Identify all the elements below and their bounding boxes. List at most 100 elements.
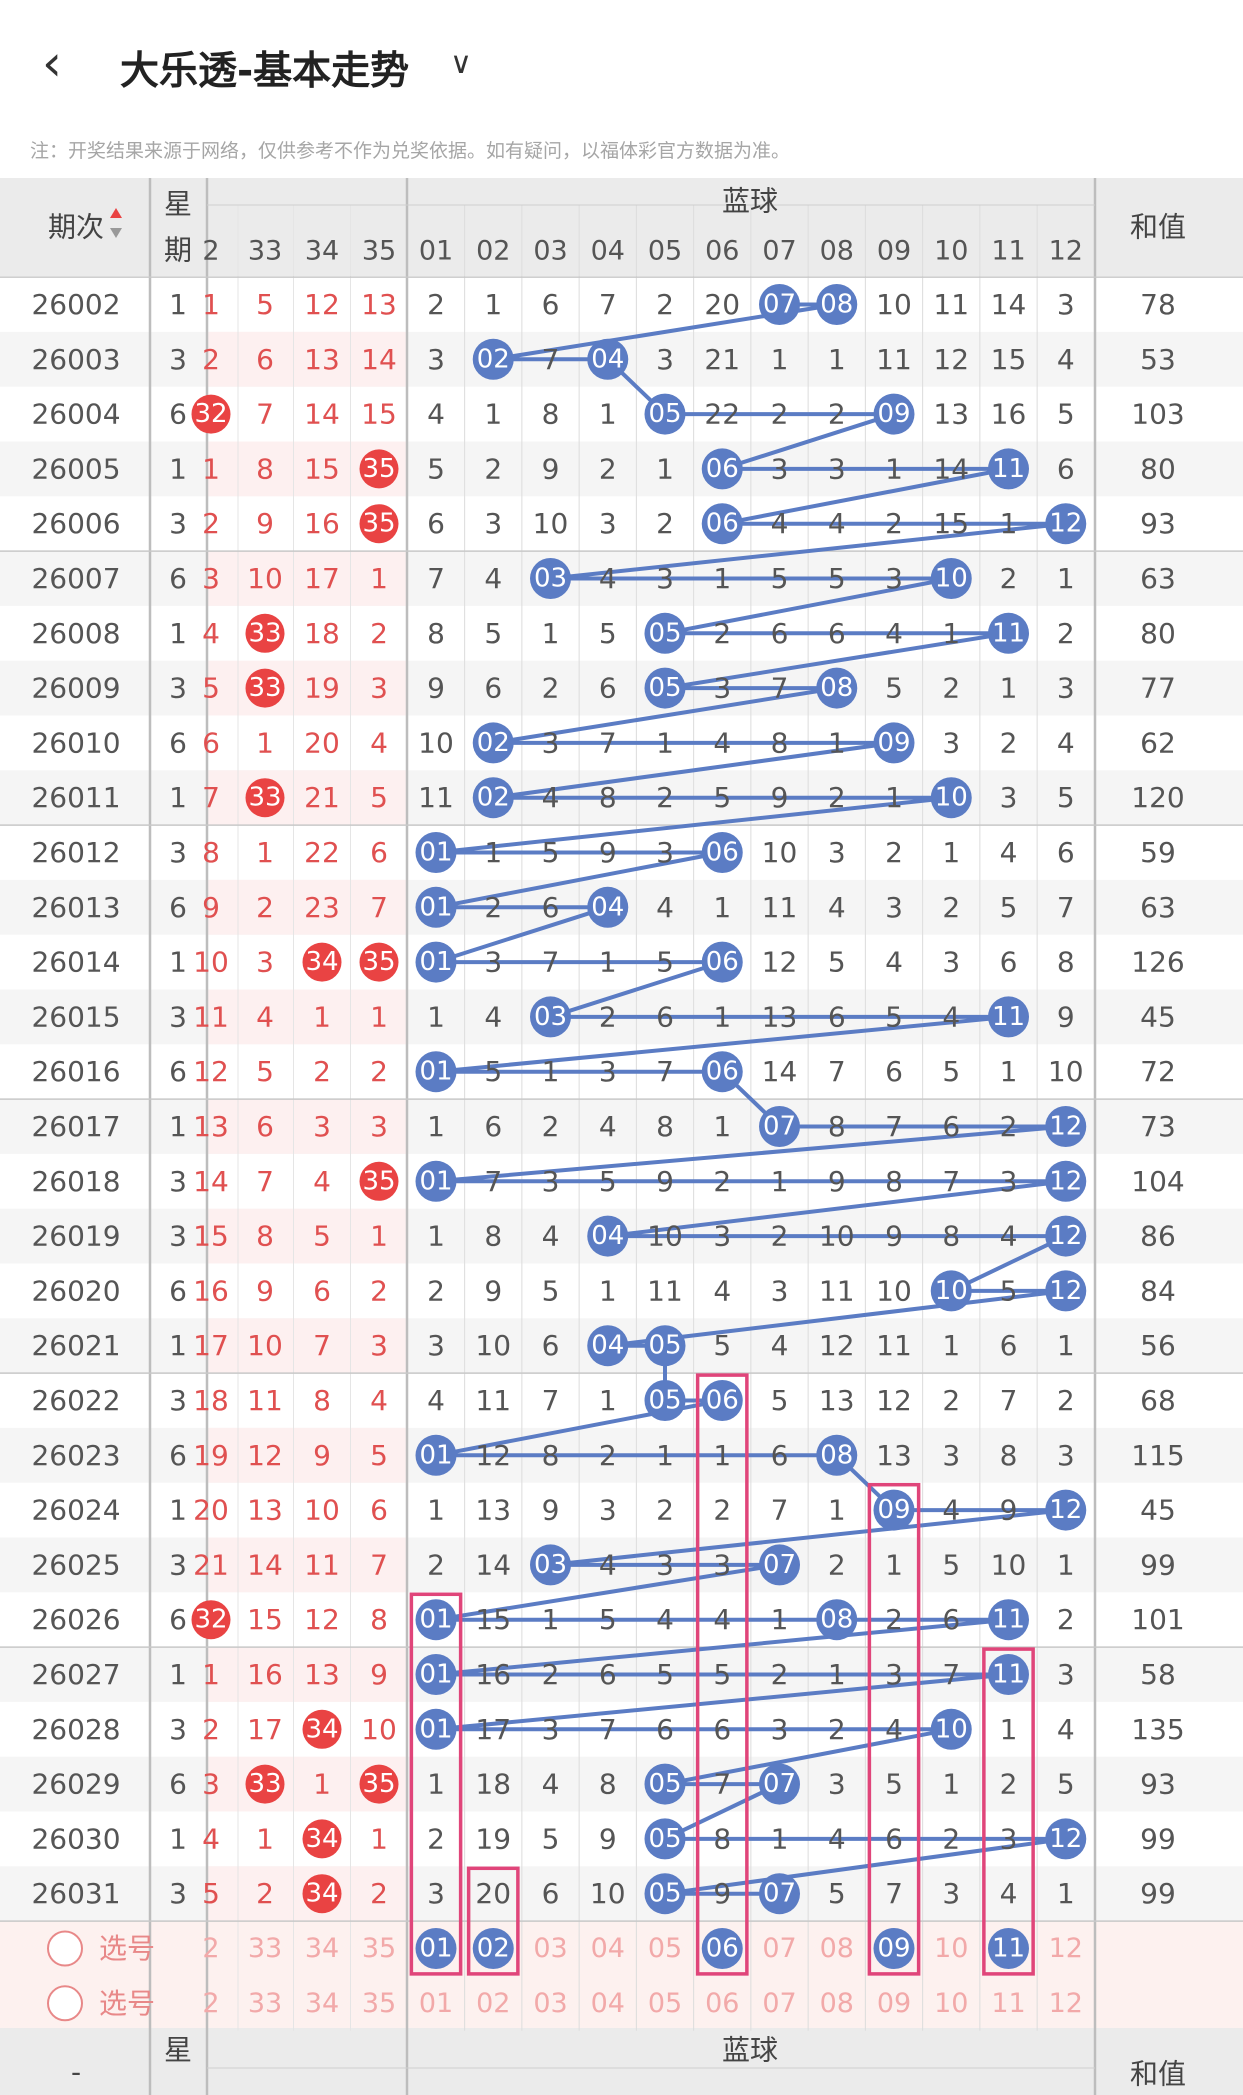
front-ball-number: 35 [362, 1166, 395, 1196]
select-front-number: 33 [248, 1988, 282, 2019]
front-omission: 22 [304, 836, 340, 869]
blue-omission: 2 [427, 1822, 445, 1855]
blue-omission: 1 [1000, 672, 1018, 705]
blue-omission: 6 [427, 507, 445, 540]
blue-omission: 7 [942, 1165, 960, 1198]
issue-cell: 26012 [31, 836, 120, 869]
sum-cell: 99 [1140, 1548, 1176, 1581]
blue-ball [930, 1708, 972, 1750]
sum-cell: 45 [1140, 1000, 1176, 1033]
front-omission: 5 [256, 288, 274, 321]
blue-omission: 5 [942, 1055, 960, 1088]
col-issue-header: 期次 [48, 211, 104, 244]
blue-omission: 15 [991, 343, 1027, 376]
front-omission: 20 [304, 726, 340, 759]
front-omission: 8 [256, 452, 274, 485]
blue-omission: 7 [484, 1165, 502, 1198]
sum-cell: 56 [1140, 1329, 1176, 1362]
blue-omission: 2 [599, 452, 617, 485]
front-omission: 15 [193, 1220, 229, 1253]
blue-ball-number: 08 [820, 1605, 853, 1635]
blue-ball [530, 558, 571, 599]
blue-omission: 19 [475, 1822, 511, 1855]
blue-ball [472, 722, 514, 764]
blue-omission: 9 [542, 1494, 560, 1527]
blue-ball-number: 06 [706, 509, 739, 539]
blue-omission: 16 [991, 398, 1027, 431]
blue-omission: 13 [475, 1494, 511, 1527]
blue-omission: 2 [1057, 1603, 1075, 1636]
selected-blue-ball[interactable] [988, 1928, 1029, 1969]
chevron-down-icon[interactable]: ∨ [450, 46, 472, 81]
blue-ball [816, 1434, 858, 1476]
blue-ball-number: 05 [648, 399, 681, 429]
front-omission: 11 [247, 1384, 283, 1417]
blue-omission: 3 [885, 891, 903, 924]
issue-cell: 26019 [31, 1220, 120, 1253]
select-blue-number: 10 [934, 1988, 968, 2019]
issue-cell: 26007 [31, 562, 120, 595]
front-omission: 6 [370, 1494, 388, 1527]
blue-omission: 20 [704, 288, 740, 321]
select-front-number: 33 [248, 1933, 282, 1964]
blue-omission: 10 [819, 1220, 855, 1253]
blue-ball [644, 1763, 686, 1805]
sort-up-icon[interactable] [110, 208, 122, 218]
issue-cell: 26008 [31, 617, 120, 650]
blue-omission: 3 [713, 1548, 731, 1581]
blue-omission: 6 [828, 1000, 846, 1033]
sort-down-icon[interactable] [110, 228, 122, 238]
page-title[interactable]: 大乐透-基本走势 [120, 49, 410, 94]
blue-omission: 1 [542, 1603, 560, 1636]
week-cell: 1 [169, 1494, 187, 1527]
blue-omission: 3 [942, 1439, 960, 1472]
selected-blue-ball[interactable] [701, 1928, 743, 1969]
blue-omission: 5 [1057, 398, 1075, 431]
blue-col-header: 01 [419, 236, 453, 267]
front-ball-number: 34 [305, 1879, 338, 1909]
blue-omission: 1 [828, 1658, 846, 1691]
blue-ball [988, 1654, 1029, 1695]
sum-cell: 63 [1140, 891, 1176, 924]
front-omission: 2 [202, 1713, 220, 1746]
front-omission: 1 [256, 1822, 274, 1855]
select-radio[interactable] [47, 1985, 83, 2022]
select-blue-number: 11 [991, 1988, 1025, 2019]
front-omission: 13 [247, 1494, 283, 1527]
back-icon[interactable]: ‹ [42, 34, 62, 92]
blue-omission: 2 [1000, 1768, 1018, 1801]
blue-ball [701, 1051, 743, 1093]
front-omission: 15 [247, 1603, 283, 1636]
select-radio[interactable] [47, 1930, 83, 1967]
front-omission: 21 [304, 781, 340, 814]
front-omission: 10 [304, 1494, 340, 1527]
blue-omission: 2 [427, 288, 445, 321]
front-omission: 2 [256, 891, 274, 924]
blue-omission: 1 [771, 1822, 789, 1855]
selected-blue-ball[interactable] [472, 1928, 514, 1969]
blue-ball-number: 05 [648, 1386, 681, 1416]
front-omission: 17 [193, 1329, 229, 1362]
week-cell: 1 [169, 946, 187, 979]
front-omission: 6 [256, 1110, 274, 1143]
blue-omission: 1 [771, 1603, 789, 1636]
blue-ball [930, 777, 972, 819]
select-front-number: 34 [305, 1988, 339, 2019]
blue-omission: 11 [876, 343, 912, 376]
blue-col-header: 04 [591, 236, 625, 267]
sum-cell: 77 [1140, 672, 1176, 705]
selected-blue-ball[interactable] [873, 1928, 915, 1969]
blue-omission: 1 [713, 1439, 731, 1472]
select-blue-number: 04 [591, 1988, 625, 2019]
blue-ball-number: 02 [477, 783, 510, 813]
blue-omission: 7 [599, 726, 617, 759]
selected-blue-ball[interactable] [415, 1928, 457, 1969]
blue-omission: 4 [1000, 1877, 1018, 1910]
blue-omission: 7 [713, 1768, 731, 1801]
blue-omission: 3 [542, 1165, 560, 1198]
front-omission: 7 [256, 398, 274, 431]
sum-cell: 45 [1140, 1494, 1176, 1527]
front-ball [359, 1161, 399, 1201]
blue-ball-number: 12 [1049, 1495, 1082, 1525]
blue-omission: 3 [1000, 781, 1018, 814]
